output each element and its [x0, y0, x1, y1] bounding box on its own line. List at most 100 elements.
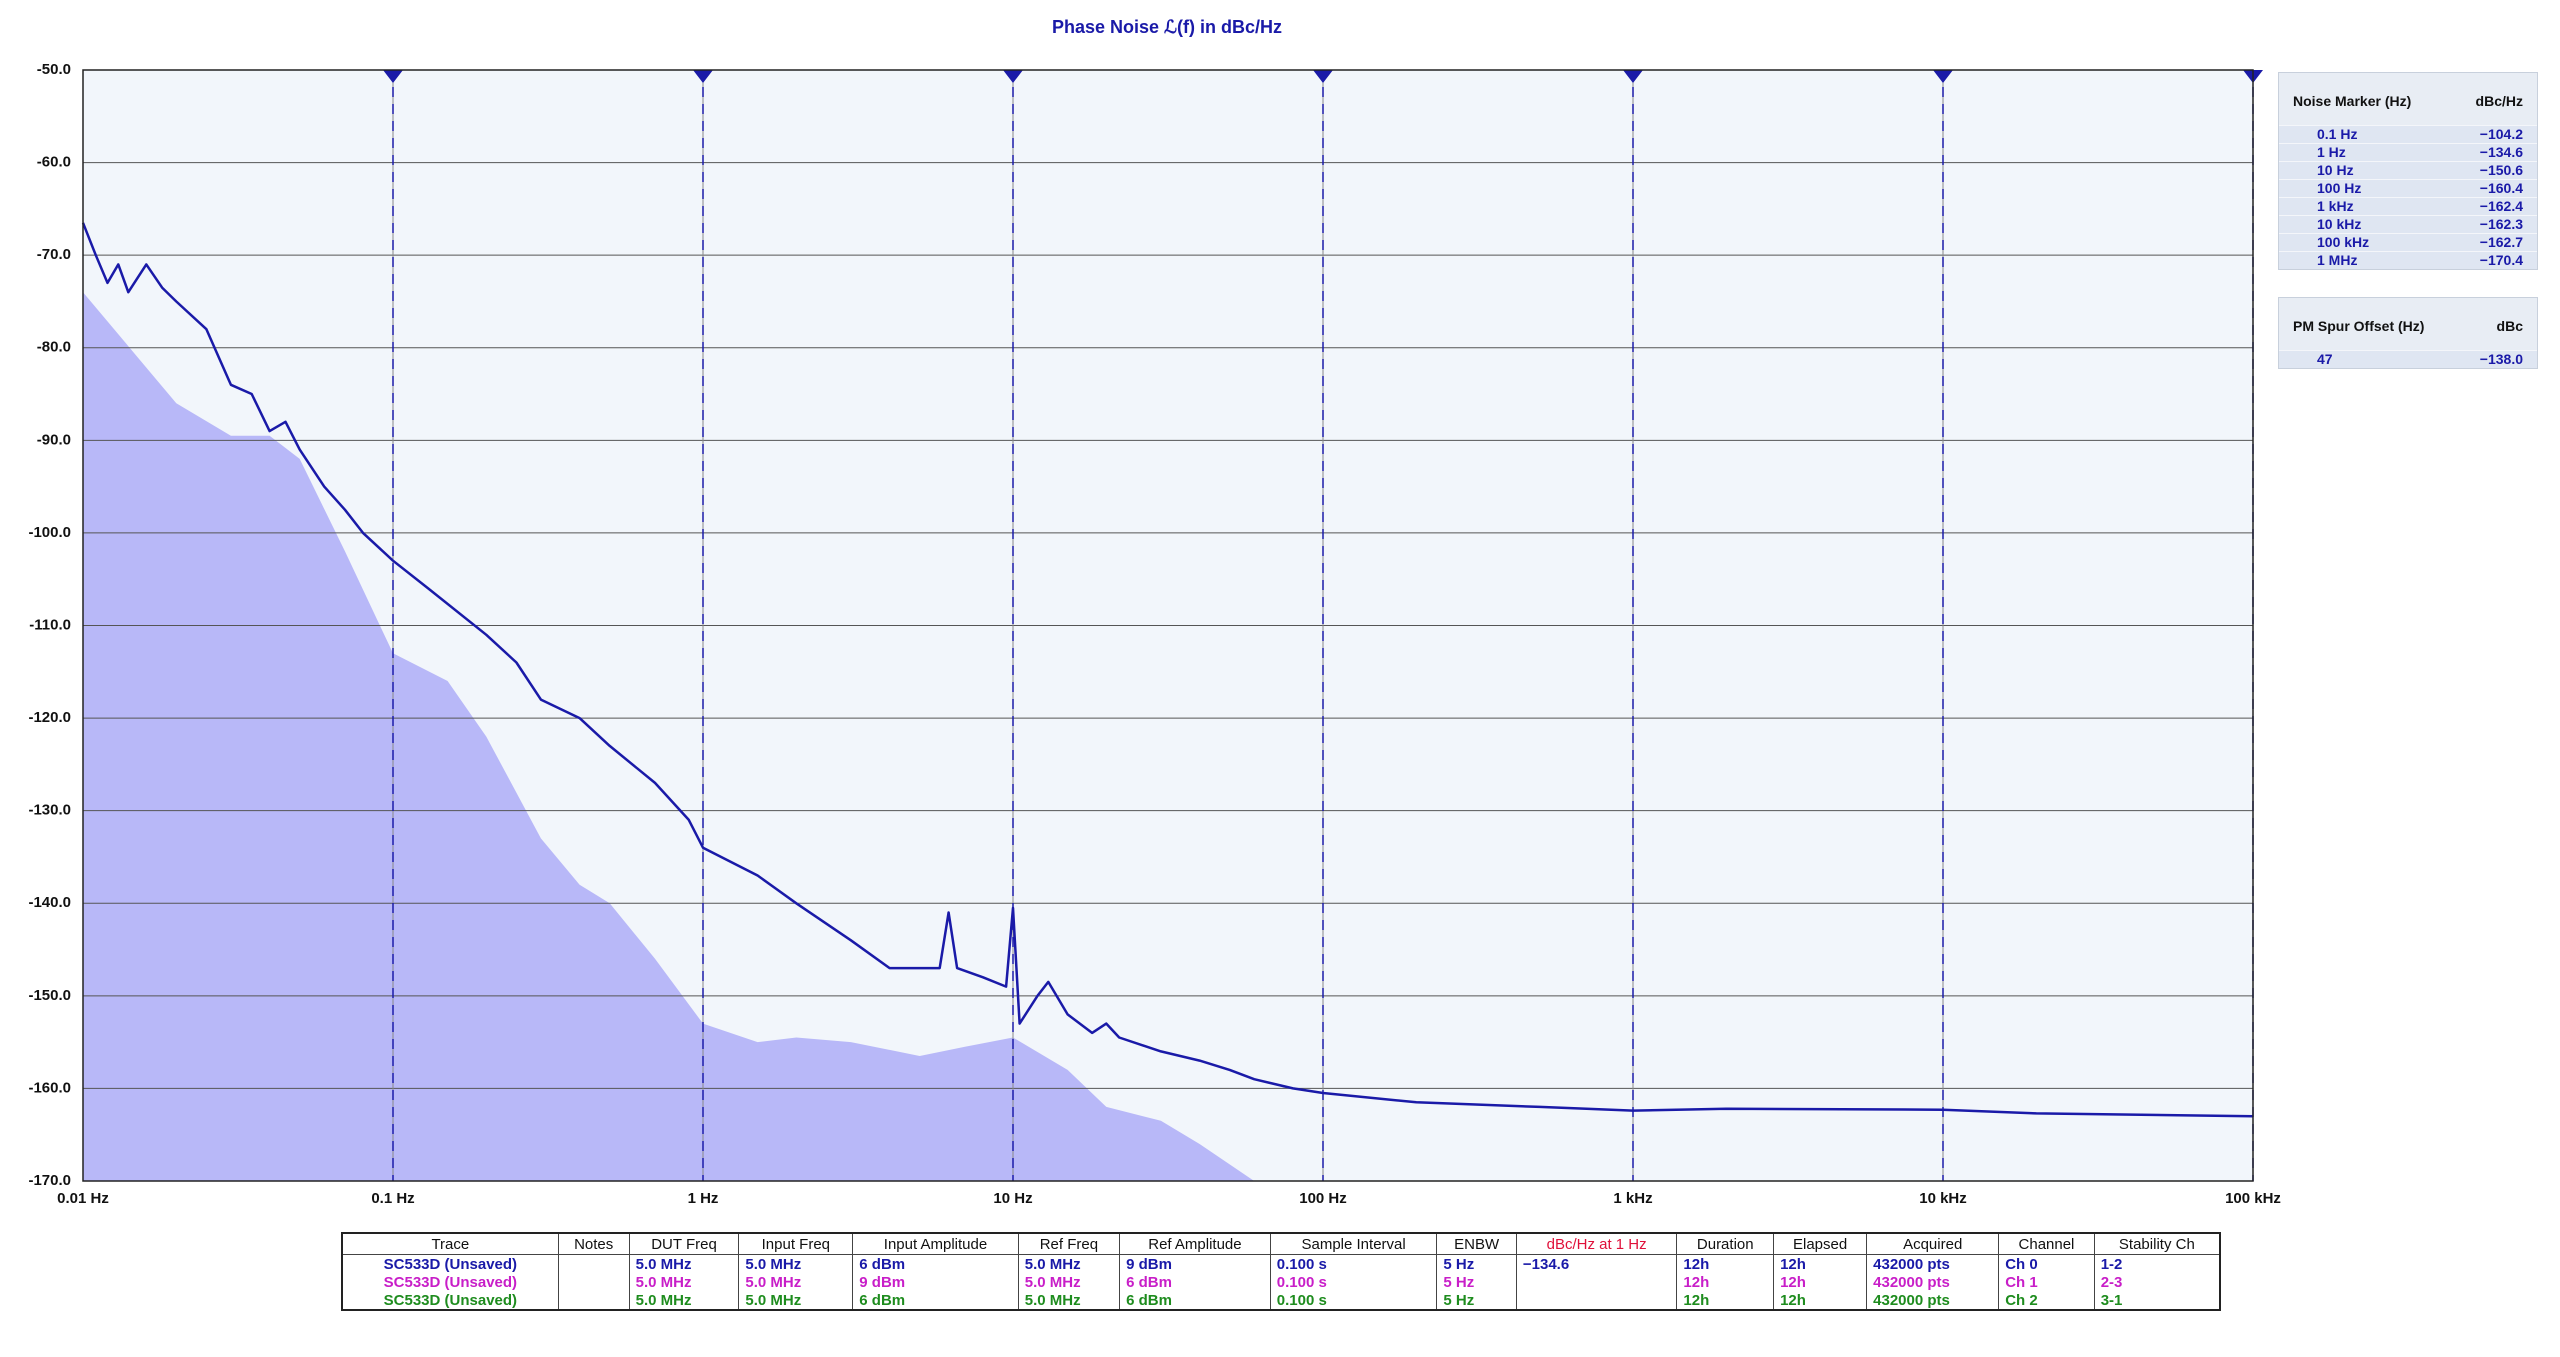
panel-row: 10 Hz −150.6 [2279, 161, 2537, 179]
table-cell [1515, 1273, 1678, 1291]
table-cell: 432000 pts [1866, 1291, 2000, 1310]
x-tick-label: 100 Hz [1299, 1190, 1347, 1207]
panel-header: Noise Marker (Hz) dBc/Hz [2279, 73, 2537, 125]
table-cell: 5.0 MHz [1017, 1254, 1121, 1273]
panel-cell: 10 kHz [2317, 216, 2362, 232]
x-tick-label: 1 kHz [1613, 1190, 1652, 1207]
y-tick-label: -100.0 [28, 524, 71, 541]
panel-cell: −104.2 [2479, 126, 2523, 142]
table-cell: −134.6 [1515, 1254, 1678, 1273]
chart: Phase Noise ℒ(f) in dBc/Hz -50.0 -60.0 -70… [28, 17, 2281, 1207]
x-tick-label: 0.1 Hz [371, 1190, 414, 1207]
table-header-cell: Ref Amplitude [1119, 1232, 1271, 1255]
y-tick-label: -90.0 [37, 431, 71, 448]
y-tick-label: -70.0 [37, 246, 71, 263]
table-cell: 5.0 MHz [1017, 1273, 1121, 1291]
marker-triangle [383, 70, 403, 83]
table-cell: Ch 2 [1998, 1291, 2095, 1310]
x-tick-label: 10 kHz [1919, 1190, 1967, 1207]
panel-cell: −162.3 [2479, 216, 2523, 232]
table-cell: 5.0 MHz [628, 1291, 740, 1310]
trace-line [81, 222, 2254, 1118]
table-cell [557, 1291, 630, 1310]
table-header-cell: Input Freq [738, 1232, 854, 1255]
table-row: SC533D (Unsaved) 5.0 MHz 5.0 MHz 6 dBm 5.0 M… [341, 1254, 2221, 1273]
panel-cell: 10 Hz [2317, 162, 2354, 178]
y-tick-label: -120.0 [28, 709, 71, 726]
plot-border [82, 69, 2254, 1182]
panel-cell: 100 Hz [2317, 180, 2362, 196]
table-cell: 0.100 s [1269, 1291, 1438, 1310]
marker-triangle [1003, 70, 1023, 83]
panel-row: 1 MHz −170.4 [2279, 251, 2537, 269]
table-cell: 12h [1676, 1291, 1775, 1310]
table-cell: 0.100 s [1269, 1254, 1438, 1273]
panel-row: 0.1 Hz −104.2 [2279, 125, 2537, 143]
table-header-cell: Stability Ch [2093, 1232, 2221, 1255]
marker-triangle [1313, 70, 1333, 83]
panel-cell: −162.4 [2479, 198, 2523, 214]
panel-cell: 1 kHz [2317, 198, 2354, 214]
panel-cell: 1 Hz [2317, 144, 2346, 160]
y-tick-label: -130.0 [28, 802, 71, 819]
noise-floor-area [83, 292, 1255, 1181]
panel-cell: 1 MHz [2317, 252, 2358, 268]
table-header-cell: Ref Freq [1017, 1232, 1121, 1255]
y-tick-label: -50.0 [37, 61, 71, 78]
table-cell: SC533D (Unsaved) [341, 1254, 559, 1273]
panel-row: 47 −138.0 [2279, 350, 2537, 368]
noise-marker-panel: Noise Marker (Hz) dBc/Hz 0.1 Hz −104.2 1 Hz −… [2278, 72, 2538, 270]
y-tick-label: -60.0 [37, 154, 71, 171]
table-header-cell: Acquired [1866, 1232, 2000, 1255]
table-cell: 3-1 [2093, 1291, 2221, 1310]
panel-cell: 47 [2317, 351, 2333, 367]
table-cell: Ch 1 [1998, 1273, 2095, 1291]
pm-spur-panel: PM Spur Offset (Hz) dBc 47 −138.0 [2278, 297, 2538, 369]
x-tick-label: 0.01 Hz [57, 1190, 109, 1207]
panel-cell: −134.6 [2479, 144, 2523, 160]
panel-cell: −162.7 [2479, 234, 2523, 250]
panel-row: 10 kHz −162.3 [2279, 215, 2537, 233]
table-row: SC533D (Unsaved) 5.0 MHz 5.0 MHz 9 dBm 5.0 M… [341, 1273, 2221, 1291]
table-cell [1515, 1291, 1678, 1310]
panel-row: 1 Hz −134.6 [2279, 143, 2537, 161]
table-header-cell: Channel [1998, 1232, 2095, 1255]
y-tick-label: -150.0 [28, 987, 71, 1004]
panel-cell: −160.4 [2479, 180, 2523, 196]
marker-triangle [1623, 70, 1643, 83]
table-cell: 5.0 MHz [1017, 1291, 1121, 1310]
table-header-row: Trace Notes DUT Freq Input Freq Input Amplit… [341, 1232, 2221, 1255]
table-cell: 5.0 MHz [738, 1273, 854, 1291]
panel-cell: −170.4 [2479, 252, 2523, 268]
panel-cell: −138.0 [2479, 351, 2523, 367]
table-cell [557, 1254, 630, 1273]
table-cell: 5.0 MHz [628, 1254, 740, 1273]
table-cell: 432000 pts [1866, 1273, 2000, 1291]
x-tick-label: 10 Hz [993, 1190, 1032, 1207]
table-cell: 1-2 [2093, 1254, 2221, 1273]
table-header-cell: Sample Interval [1269, 1232, 1438, 1255]
table-cell: 12h [1773, 1254, 1868, 1273]
table-cell: 5 Hz [1436, 1273, 1517, 1291]
x-tick-label: 100 kHz [2225, 1190, 2281, 1207]
table-cell: 6 dBm [1119, 1291, 1271, 1310]
trace-table: Trace Notes DUT Freq Input Freq Input Amplit… [341, 1232, 2221, 1311]
y-tick-label: -160.0 [28, 1079, 71, 1096]
panel-row: 100 Hz −160.4 [2279, 179, 2537, 197]
y-tick-label: -140.0 [28, 894, 71, 911]
panel-header: PM Spur Offset (Hz) dBc [2279, 298, 2537, 350]
table-header-cell: Trace [341, 1232, 559, 1255]
panel-header-cell: dBc [2496, 318, 2523, 334]
table-cell: 12h [1773, 1291, 1868, 1310]
table-cell: 5.0 MHz [738, 1254, 854, 1273]
y-tick-label: -170.0 [28, 1172, 71, 1189]
table-cell: 9 dBm [1119, 1254, 1271, 1273]
y-tick-label: -80.0 [37, 339, 71, 356]
table-header-cell: Duration [1676, 1232, 1775, 1255]
panel-cell: 100 kHz [2317, 234, 2370, 250]
table-cell: 5 Hz [1436, 1291, 1517, 1310]
marker-triangle [1933, 70, 1953, 83]
table-cell: Ch 0 [1998, 1254, 2095, 1273]
panel-header-cell: PM Spur Offset (Hz) [2293, 318, 2425, 334]
table-header-cell: Notes [557, 1232, 630, 1255]
